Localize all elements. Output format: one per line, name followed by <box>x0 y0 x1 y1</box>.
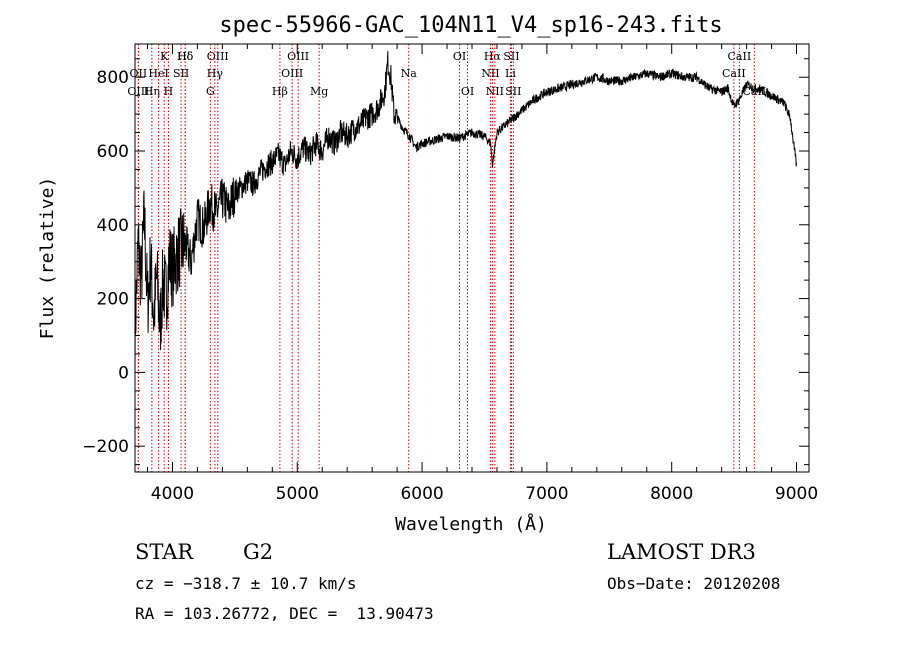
ra-dec: RA = 103.26772, DEC = 13.90473 <box>135 604 434 623</box>
line-label-1: K <box>160 50 169 63</box>
line-label-19: Hη <box>144 85 160 98</box>
line-label-24: OI <box>461 85 474 98</box>
y-tick-label-2: 200 <box>97 290 129 310</box>
line-label-14: Na <box>401 67 418 80</box>
object-class: STAR <box>135 540 194 564</box>
obs-date: Obs−Date: 20120208 <box>607 574 781 593</box>
line-label-22: Hβ <box>272 85 288 98</box>
y-tick-label-5: 800 <box>97 68 129 88</box>
line-label-3: OIII <box>207 50 229 63</box>
chart-title: spec-55966-GAC_104N11_V4_sp16-243.fits <box>219 13 722 38</box>
line-label-10: HeI <box>148 67 168 80</box>
line-label-13: OIII <box>281 67 303 80</box>
line-label-15: NII <box>481 67 499 80</box>
line-label-12: Hγ <box>207 67 224 80</box>
x-tick-label-1: 5000 <box>276 484 319 504</box>
x-axis-label: Wavelength (Å) <box>395 513 547 535</box>
y-tick-label-0: −200 <box>82 437 129 457</box>
axes: 4000 5000 6000 7000 8000 9000 −200 0 200 400 600 80… <box>82 44 818 504</box>
line-label-25: NII <box>486 85 504 98</box>
line-label-5: OI <box>453 50 466 63</box>
series-layer <box>134 51 797 377</box>
line-label-20: H <box>164 85 174 98</box>
line-label-21: G <box>206 85 215 98</box>
y-tick-label-3: 400 <box>97 216 129 236</box>
plot-frame <box>134 43 810 473</box>
line-label-8: CaII <box>728 50 752 63</box>
flux-series <box>134 51 797 377</box>
line-label-7: SII <box>503 50 519 63</box>
line-label-17: CaII <box>722 67 746 80</box>
x-tick-label-3: 7000 <box>525 484 568 504</box>
y-axis-label: Flux (relative) <box>37 177 58 340</box>
y-tick-label-4: 600 <box>97 142 129 162</box>
x-tick-label-5: 9000 <box>775 484 818 504</box>
line-label-16: Li <box>505 67 516 80</box>
line-label-6: Hα <box>484 50 502 63</box>
line-label-23: Mg <box>310 85 328 98</box>
x-tick-label-0: 4000 <box>151 484 194 504</box>
survey-name: LAMOST DR3 <box>607 540 756 564</box>
line-label-0: Hδ <box>177 50 194 63</box>
x-tick-label-2: 6000 <box>400 484 443 504</box>
line-label-4: OIII <box>287 50 309 63</box>
line-label-2: Hδ <box>177 50 194 63</box>
redshift-cz: cz = −318.7 ± 10.7 km/s <box>135 574 357 593</box>
line-label-11: SII <box>173 67 189 80</box>
object-subclass: G2 <box>243 540 274 564</box>
line-label-26: SII <box>505 85 521 98</box>
x-tick-label-4: 8000 <box>650 484 693 504</box>
line-label-18: OIII <box>127 85 149 98</box>
y-tick-label-1: 0 <box>118 363 129 383</box>
